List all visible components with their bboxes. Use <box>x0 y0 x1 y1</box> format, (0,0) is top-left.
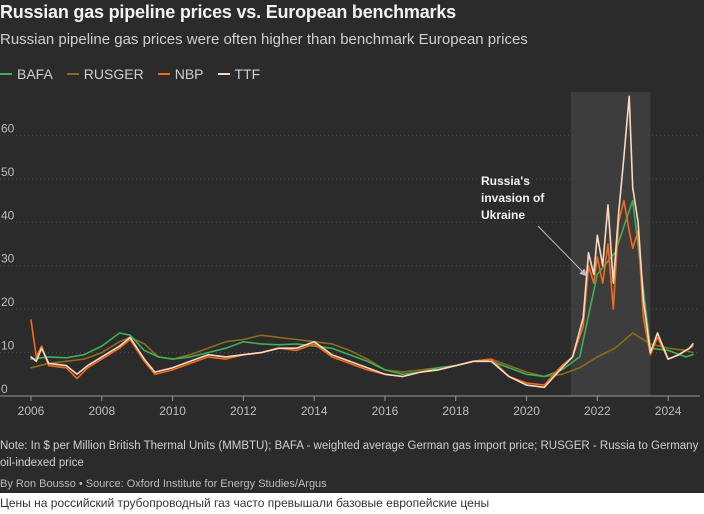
line-chart: 0 10 20 30 40 50 60 2006 2008 2010 2012 2014 2016 201… <box>0 92 700 418</box>
y-tick-label: 10 <box>1 339 15 353</box>
legend-label-bafa: BAFA <box>17 66 53 82</box>
legend-label-nbp: NBP <box>174 66 204 82</box>
legend-swatch-ttf <box>217 73 230 75</box>
x-tick-label: 2022 <box>584 404 611 418</box>
chart-note: Note: In $ per Million British Thermal U… <box>0 440 699 469</box>
x-tick-label: 2018 <box>442 404 469 418</box>
x-tick-label: 2008 <box>88 404 115 418</box>
annotation-text-line: Russia's <box>481 174 530 188</box>
annotation-arrow-line <box>537 225 588 277</box>
legend-item-bafa: BAFA <box>0 66 53 82</box>
series-line-rusger <box>30 332 694 378</box>
legend-item-rusger: RUSGER <box>66 66 144 82</box>
x-tick-label: 2024 <box>655 404 682 418</box>
y-tick-label: 60 <box>1 121 15 135</box>
series-line-bafa <box>30 199 694 378</box>
legend-item-ttf: TTF <box>217 66 261 82</box>
legend-swatch-rusger <box>66 73 79 75</box>
series-line-ttf <box>30 95 694 389</box>
annotation-text-line: Ukraine <box>481 208 525 222</box>
legend-swatch-nbp <box>157 73 170 75</box>
annotation-text-line: invasion of <box>481 191 545 205</box>
y-tick-label: 0 <box>1 382 8 396</box>
y-tick-label: 20 <box>1 295 15 309</box>
legend-label-ttf: TTF <box>234 66 261 82</box>
chart-title: Russian gas pipeline prices vs. European… <box>0 2 456 22</box>
legend-swatch-bafa <box>0 73 12 75</box>
y-tick-label: 50 <box>1 165 15 179</box>
y-tick-label: 40 <box>1 208 15 222</box>
x-tick-label: 2012 <box>230 404 257 418</box>
x-tick-label: 2010 <box>159 404 186 418</box>
chart-subtitle: Russian pipeline gas prices were often h… <box>0 31 528 48</box>
y-tick-label: 30 <box>1 252 15 266</box>
legend: BAFA RUSGER NBP TTF <box>0 66 260 82</box>
image-caption: Цены на российский трубопроводный газ ча… <box>0 496 490 510</box>
x-tick-label: 2014 <box>301 404 328 418</box>
annotation-arrowhead <box>579 268 588 277</box>
caption-bar <box>0 493 704 514</box>
x-tick-label: 2020 <box>513 404 540 418</box>
x-tick-label: 2016 <box>372 404 399 418</box>
legend-label-rusger: RUSGER <box>83 66 144 82</box>
legend-item-nbp: NBP <box>157 66 204 82</box>
x-tick-label: 2006 <box>18 404 45 418</box>
chart-credit: By Ron Bousso • Source: Oxford Institute… <box>0 478 327 490</box>
